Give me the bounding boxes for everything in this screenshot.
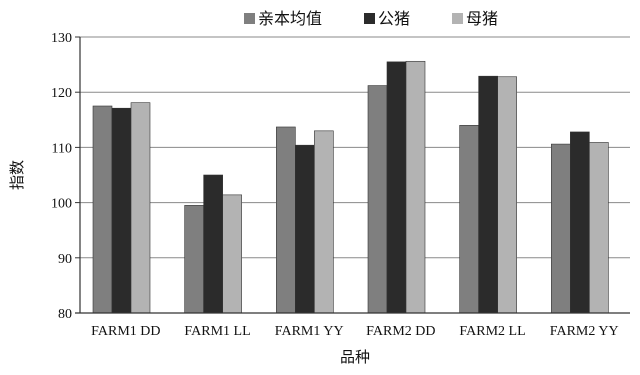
- bar: [276, 126, 296, 314]
- legend: 亲本均值 公猪 母猪: [244, 9, 498, 28]
- legend-label: 亲本均值: [258, 9, 322, 28]
- legend-swatch: [364, 13, 375, 24]
- bar: [203, 174, 223, 314]
- x-tick-label: FARM1 DD: [91, 324, 160, 339]
- y-tick-label: 90: [58, 252, 72, 267]
- x-tick-label: FARM2 YY: [550, 324, 619, 339]
- legend-label: 公猪: [378, 9, 410, 28]
- bars: [92, 60, 609, 314]
- y-tick-label: 120: [51, 86, 72, 101]
- bar: [314, 130, 334, 314]
- x-tick-label: FARM2 LL: [459, 324, 525, 339]
- bar: [130, 102, 151, 314]
- y-tick-label: 130: [51, 31, 72, 46]
- bar: [367, 85, 388, 314]
- bar: [184, 205, 204, 314]
- bar: [111, 107, 132, 314]
- x-tick-label: FARM1 YY: [275, 324, 344, 339]
- legend-swatch: [244, 13, 255, 24]
- x-tick-label: FARM1 LL: [184, 324, 250, 339]
- y-tick-label: 110: [52, 141, 72, 156]
- gridlines: [80, 36, 630, 259]
- y-tick-label: 100: [51, 197, 72, 212]
- x-tick-label: FARM2 DD: [366, 324, 435, 339]
- x-tick-labels: FARM1 DD FARM1 LL FARM1 YY FARM2 DD FARM2 LL…: [91, 324, 618, 339]
- bar: [589, 142, 609, 314]
- bar: [478, 75, 498, 314]
- bar: [295, 144, 315, 314]
- bar: [92, 105, 113, 314]
- y-tick-labels: 80 90 100 110 120 130: [51, 31, 72, 322]
- bar: [405, 60, 426, 314]
- legend-label: 母猪: [466, 9, 498, 28]
- bar: [551, 143, 571, 314]
- y-axis-title: 指数: [8, 160, 26, 190]
- x-axis-title: 品种: [340, 348, 370, 366]
- legend-swatch: [452, 13, 463, 24]
- bar: [570, 131, 590, 314]
- y-tick-label: 80: [58, 307, 72, 322]
- bar: [459, 125, 479, 314]
- bar: [497, 76, 517, 314]
- bar: [386, 61, 407, 314]
- bar: [222, 194, 242, 314]
- axes: [75, 36, 630, 314]
